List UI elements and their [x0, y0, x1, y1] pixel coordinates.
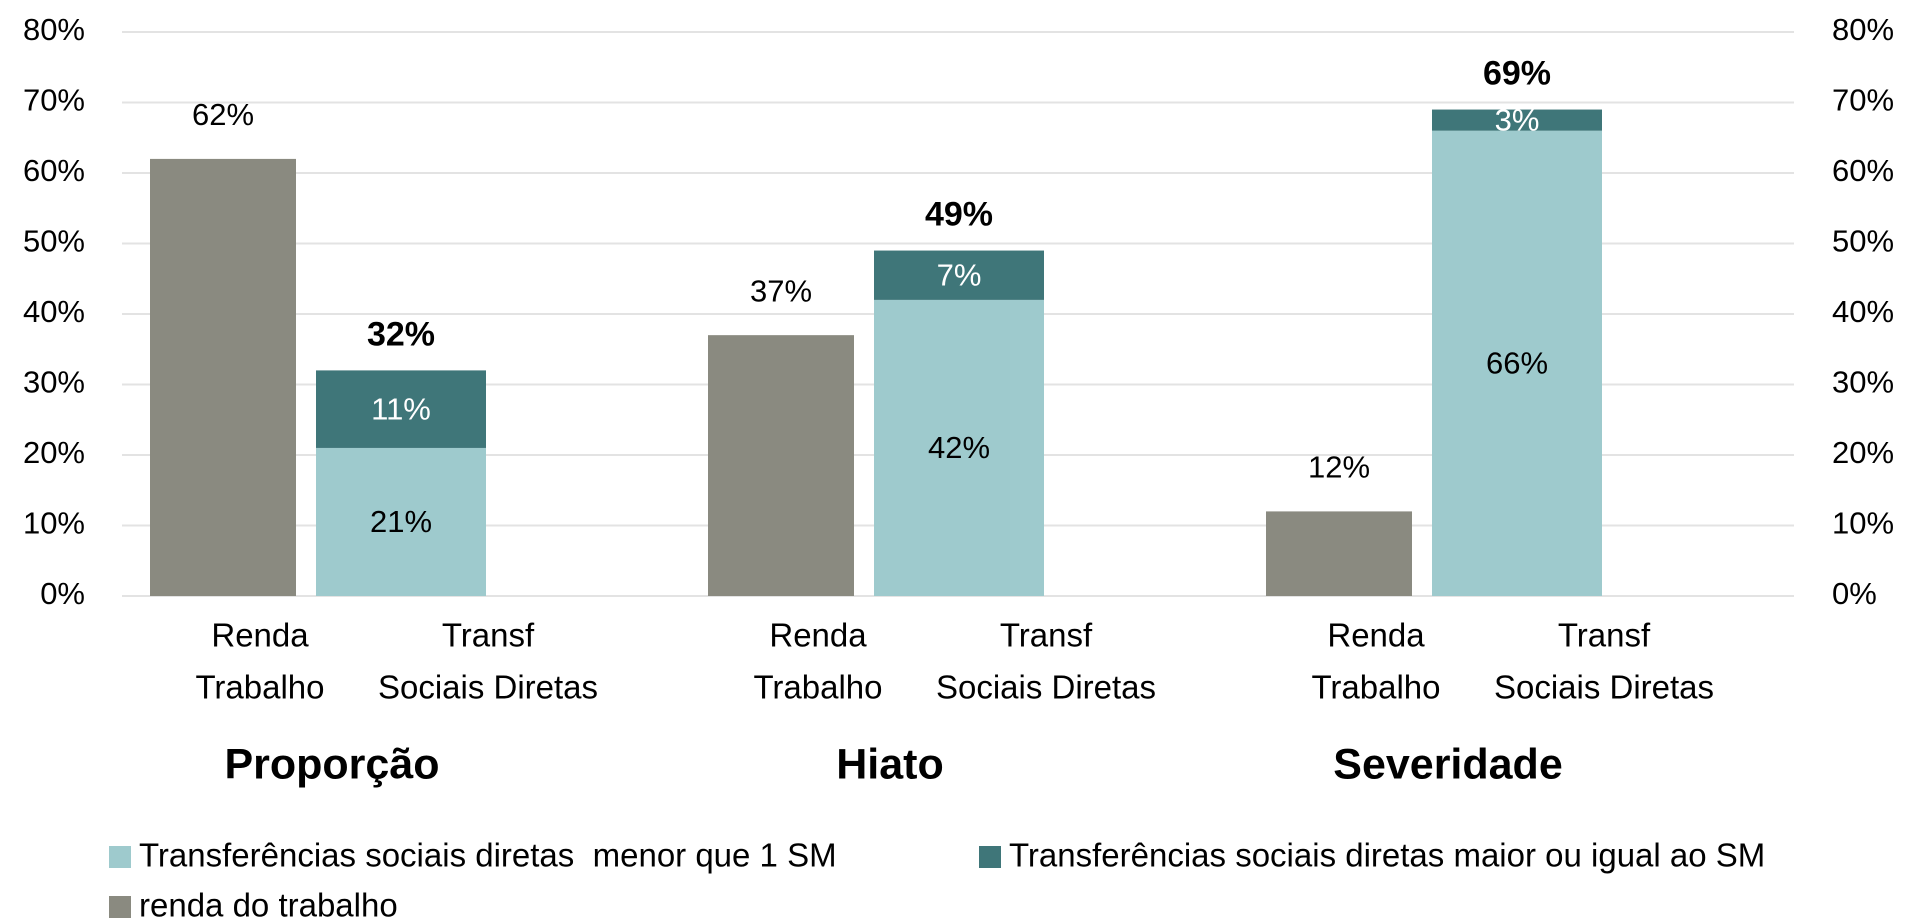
y-tick-label: 30% [23, 365, 85, 400]
bar-segment [316, 370, 486, 448]
y-tick-label: 20% [23, 435, 85, 470]
bar-label: Renda [769, 617, 867, 654]
y-tick-label: 70% [23, 83, 85, 118]
value-label: 3% [1495, 102, 1540, 137]
bar-segment [1432, 109, 1602, 131]
bar-segment [150, 158, 296, 596]
bar-segment [874, 250, 1044, 300]
value-label: 66% [1486, 346, 1548, 381]
legend-swatch [109, 896, 131, 918]
y-tick-label: 40% [23, 294, 85, 329]
total-label: 32% [367, 315, 435, 353]
value-label: 62% [192, 97, 254, 132]
y2-tick-label: 0% [1832, 576, 1877, 611]
y2-tick-label: 70% [1832, 83, 1894, 118]
value-label: 11% [371, 391, 431, 426]
legend-swatch [979, 846, 1001, 868]
bar-segment [1432, 130, 1602, 596]
bar-label: Sociais Diretas [378, 669, 598, 706]
y-tick-label: 10% [23, 506, 85, 541]
bar-label: Trabalho [195, 669, 324, 706]
bar-segment [1266, 511, 1412, 596]
bar-segment [316, 447, 486, 596]
y2-tick-label: 50% [1832, 224, 1894, 259]
legend-label: Transferências sociais diretas maior ou … [1009, 837, 1765, 874]
y2-tick-label: 10% [1832, 506, 1894, 541]
y-tick-label: 0% [40, 576, 85, 611]
y2-tick-label: 30% [1832, 365, 1894, 400]
y2-tick-label: 60% [1832, 153, 1894, 188]
bar-label: Trabalho [753, 669, 882, 706]
bar-label: Sociais Diretas [1494, 669, 1714, 706]
y2-tick-label: 20% [1832, 435, 1894, 470]
value-label: 42% [928, 430, 990, 465]
y2-tick-label: 40% [1832, 294, 1894, 329]
legend-swatch [109, 846, 131, 868]
bar-label: Transf [442, 617, 535, 654]
bar-label: Sociais Diretas [936, 669, 1156, 706]
y-tick-label: 80% [23, 12, 85, 47]
total-label: 49% [925, 196, 993, 234]
y-tick-label: 60% [23, 153, 85, 188]
legend-label: renda do trabalho [139, 887, 398, 923]
bar-label: Transf [1000, 617, 1093, 654]
value-label: 37% [750, 273, 812, 308]
group-label: Proporção [224, 740, 439, 788]
legend-label: Transferências sociais diretas menor que… [139, 837, 837, 874]
bar-label: Trabalho [1311, 669, 1440, 706]
bar-segment [708, 335, 854, 596]
bar-label: Renda [1327, 617, 1425, 654]
bar-label: Transf [1558, 617, 1651, 654]
y-tick-label: 50% [23, 224, 85, 259]
bar-segment [874, 299, 1044, 596]
group-label: Severidade [1333, 740, 1562, 788]
bar-label: Renda [211, 617, 309, 654]
value-label: 21% [370, 504, 432, 539]
value-label: 7% [937, 257, 982, 292]
total-label: 69% [1483, 55, 1551, 93]
y2-tick-label: 80% [1832, 12, 1894, 47]
group-label: Hiato [836, 740, 944, 788]
value-label: 12% [1308, 450, 1370, 485]
